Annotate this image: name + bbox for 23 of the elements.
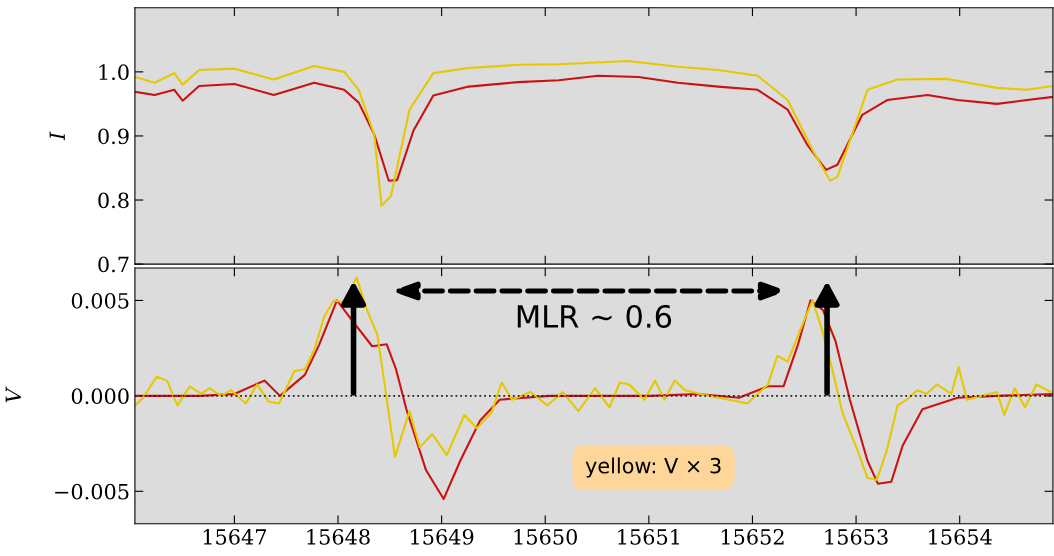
y-tick-label: 0.8 <box>98 192 129 209</box>
x-tick-label: 15651 <box>618 528 680 545</box>
annotation: yellow: V × 3 <box>585 457 721 478</box>
y-tick-label: 0.000 <box>71 388 129 405</box>
x-tick-label: 15652 <box>721 528 784 545</box>
y-tick-label: 0.005 <box>71 292 129 309</box>
y-tick-label: −0.005 <box>55 483 129 500</box>
y-axis-title: V <box>5 386 21 403</box>
line-series <box>134 299 1053 500</box>
y-tick-label: 0.7 <box>98 256 129 273</box>
line-series <box>134 59 1053 207</box>
x-tick-label: 15654 <box>929 528 992 545</box>
x-tick-label: 15647 <box>203 528 267 545</box>
y-tick-label: 0.9 <box>98 128 129 145</box>
line-series <box>134 276 1052 481</box>
y-axis-title: I <box>49 131 65 141</box>
annotation: MLR ~ 0.6 <box>517 304 672 329</box>
x-tick-label: 15650 <box>514 528 577 545</box>
x-tick-label: 15649 <box>411 528 474 545</box>
x-tick-label: 15648 <box>307 528 370 545</box>
x-tick-label: 15653 <box>825 528 888 545</box>
line-series <box>134 74 1053 182</box>
y-tick-label: 1.0 <box>99 64 129 81</box>
